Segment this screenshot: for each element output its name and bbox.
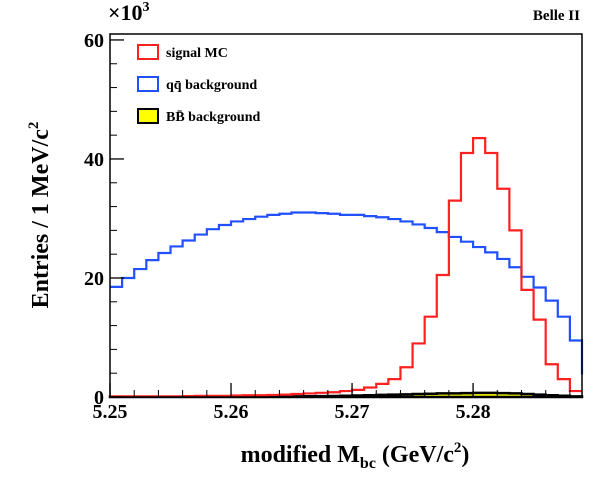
x-axis-title-units-sup: 2 [454, 440, 462, 456]
legend-label-2: BB̄ background [166, 110, 260, 125]
plot-frame [109, 33, 583, 398]
series-1-histogram [110, 211, 584, 375]
x-tick-label: 5.25 [93, 401, 128, 423]
y-tick-label: 0 [94, 387, 104, 409]
y-multiplier-exp: 3 [143, 0, 150, 15]
legend-swatch-0 [137, 44, 159, 60]
legend-swatch-2 [137, 108, 159, 124]
legend-swatch-1 [137, 76, 159, 92]
y-multiplier: ×103 [108, 0, 150, 25]
legend: signal MC qq̄ background BB̄ background [137, 44, 260, 125]
x-tick-label: 5.27 [335, 401, 370, 423]
x-axis-title: modified Mbc (GeV/c2) [241, 440, 470, 472]
x-axis-title-units: (GeV/c [376, 442, 454, 468]
x-axis-title-sub: bc [360, 455, 376, 472]
y-axis-title-main: Entries / 1 MeV/c [28, 129, 54, 309]
y-axis-title: Entries / 1 MeV/c2 [26, 122, 54, 309]
x-axis-title-units-close: ) [461, 442, 469, 468]
axes-layer: 5.25 5.26 5.27 5.28 0 20 40 60 [84, 30, 583, 423]
y-tick-label: 20 [84, 268, 104, 290]
series-0-histogram [110, 137, 582, 398]
legend-label-0: signal MC [166, 46, 228, 61]
legend-label-1: qq̄ background [166, 78, 257, 93]
x-tick-label: 5.26 [214, 401, 249, 423]
y-multiplier-base: ×10 [108, 0, 143, 25]
experiment-label: Belle II [533, 8, 580, 24]
x-axis-title-main: modified M [241, 442, 360, 468]
y-axis-title-sup: 2 [26, 122, 42, 130]
y-tick-label: 40 [84, 149, 104, 171]
x-tick-label: 5.28 [456, 401, 491, 423]
y-tick-label: 60 [84, 30, 104, 52]
